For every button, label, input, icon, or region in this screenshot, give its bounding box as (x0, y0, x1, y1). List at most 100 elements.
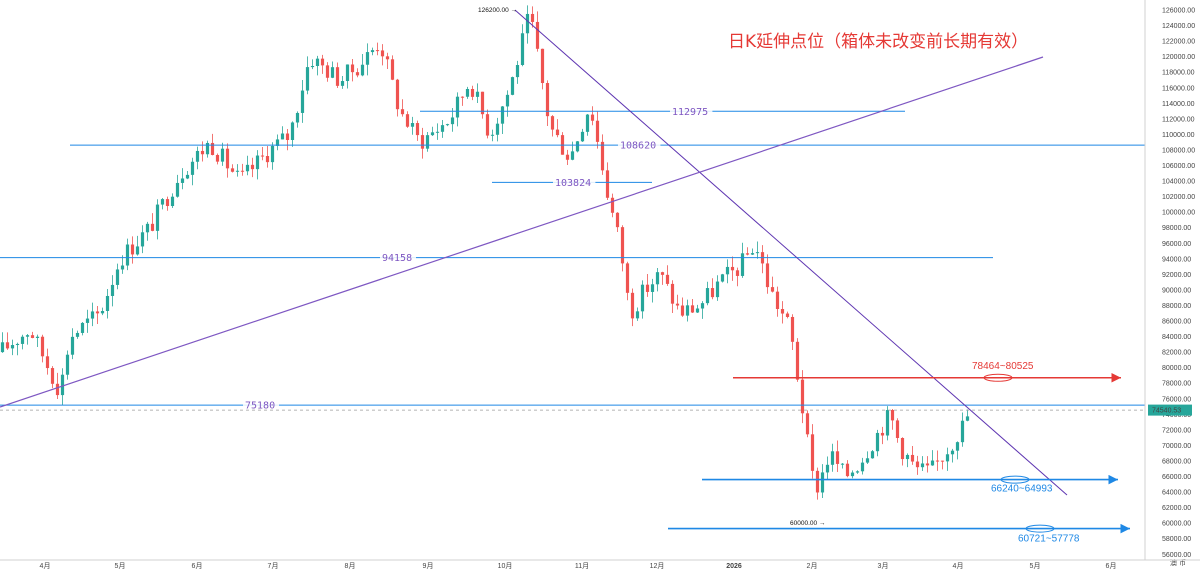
candle-body (650, 284, 655, 292)
x-tick-label: 11月 (575, 562, 589, 570)
x-tick-label: 9月 (423, 562, 434, 570)
descending-trendline[interactable] (514, 9, 1068, 496)
candle-body (460, 96, 465, 98)
candle-body (360, 64, 365, 76)
candle-body (865, 458, 870, 463)
y-tick-label: 98000.00 (1162, 225, 1191, 232)
candle-body (150, 223, 155, 231)
candle-body (665, 274, 670, 284)
candle-body (555, 129, 560, 136)
candle-body (285, 133, 290, 141)
candle-body (100, 310, 105, 314)
x-tick-label: 4月 (40, 562, 51, 570)
candle-body (580, 131, 585, 142)
x-tick-label: 5月 (115, 562, 126, 570)
candle-body (740, 253, 745, 276)
candle-body (920, 463, 925, 468)
extreme-marks: 126200.00 → 60000.00 → 74540.53 (478, 7, 1192, 527)
y-tick-label: 110000.00 (1162, 132, 1195, 139)
candle-body (105, 295, 110, 311)
candle-body (640, 284, 645, 312)
zone-label: 78464~80525 (972, 361, 1034, 372)
candle-body (900, 438, 905, 460)
y-tick-label: 84000.00 (1162, 334, 1191, 341)
last-price-tag (1148, 404, 1192, 416)
candle-body (75, 332, 80, 337)
candle-body (625, 263, 630, 293)
trend-lines (0, 9, 1068, 496)
candle-body (965, 416, 970, 421)
candle-body (550, 116, 555, 130)
y-tick-label: 124000.00 (1162, 23, 1195, 30)
y-tick-label: 56000.00 (1162, 552, 1191, 559)
candle-body (300, 90, 305, 113)
y-tick-label: 58000.00 (1162, 536, 1191, 543)
candle-body (310, 65, 315, 68)
candle-body (850, 472, 855, 477)
candle-body (790, 316, 795, 342)
price-axis[interactable]: 126000.00 124000.00 122000.00 120000.00 1180… (1144, 0, 1195, 567)
ascending-trendline[interactable] (0, 56, 1044, 408)
candle-body (245, 164, 250, 172)
candle-body (275, 139, 280, 146)
y-tick-label: 108000.00 (1162, 147, 1195, 154)
y-tick-label: 62000.00 (1162, 505, 1191, 512)
candle-body (370, 50, 375, 53)
candle-body (890, 410, 895, 421)
y-tick-label: 70000.00 (1162, 443, 1191, 450)
y-tick-label: 104000.00 (1162, 179, 1195, 186)
candle-body (205, 142, 210, 155)
candle-body (935, 460, 940, 462)
candle-body (775, 291, 780, 310)
candle-body (395, 79, 400, 110)
support-resistance-levels: 112975 108620 103824 94158 75180 (0, 105, 1145, 412)
candle-body (475, 91, 480, 97)
candle-body (955, 442, 960, 451)
candle-body (620, 227, 625, 264)
candle-body (590, 114, 595, 121)
candle-body (175, 182, 180, 197)
candle-body (675, 303, 680, 306)
candle-body (600, 141, 605, 171)
candle-body (730, 266, 735, 271)
candle-body (250, 164, 255, 170)
candle-body (465, 88, 470, 97)
y-tick-label: 100000.00 (1162, 210, 1195, 217)
candle-body (445, 124, 450, 126)
candle-body (520, 33, 525, 65)
candle-body (430, 132, 435, 136)
candle-body (265, 156, 270, 163)
candle-body (810, 434, 815, 471)
candle-body (495, 123, 500, 135)
x-tick-label: 6月 (192, 562, 203, 570)
candle-body (375, 50, 380, 52)
candle-body (380, 50, 385, 57)
candle-body (165, 199, 170, 207)
candle-body (815, 470, 820, 493)
time-axis[interactable]: 4月 5月 6月 7月 8月 9月 10月 11月 12月 2026 2月 3月 4月 5月 6月 (0, 559, 1200, 570)
candle-body (875, 432, 880, 452)
candle-body (420, 135, 425, 149)
level-label: 94158 (382, 253, 412, 264)
y-tick-label: 86000.00 (1162, 319, 1191, 326)
candle-body (355, 72, 360, 76)
candle-body (540, 48, 545, 84)
x-tick-label: 4月 (953, 562, 964, 570)
candle-body (725, 266, 730, 275)
y-tick-label: 68000.00 (1162, 458, 1191, 465)
candle-body (480, 91, 485, 115)
y-tick-label: 80000.00 (1162, 365, 1191, 372)
candle-body (565, 154, 570, 160)
candle-body (350, 64, 355, 73)
candle-body (20, 336, 25, 344)
candle-body (95, 311, 100, 314)
candle-body (905, 454, 910, 460)
candle-body (405, 114, 410, 127)
candle-body (390, 59, 395, 80)
candle-body (830, 451, 835, 465)
y-tick-label: 96000.00 (1162, 241, 1191, 248)
candle-body (255, 155, 260, 170)
candle-body (55, 383, 60, 396)
level-label-bg (553, 176, 596, 188)
y-tick-label: 92000.00 (1162, 272, 1191, 279)
